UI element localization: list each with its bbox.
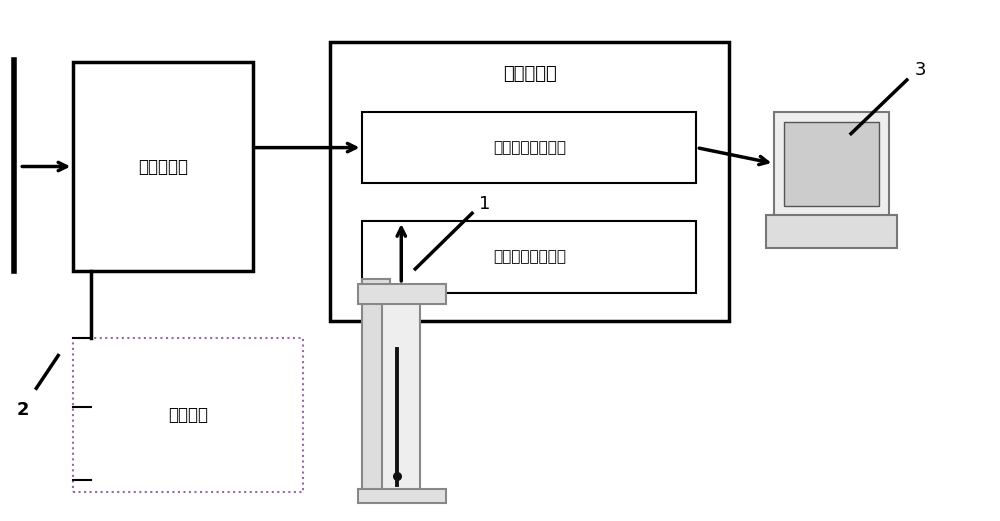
Text: 主轴驱动器: 主轴驱动器: [138, 157, 188, 176]
Bar: [362, 221, 696, 293]
Bar: [382, 285, 420, 492]
Bar: [362, 112, 696, 183]
Bar: [358, 284, 446, 304]
Bar: [784, 122, 879, 206]
Text: 模拟量信号采集卡: 模拟量信号采集卡: [493, 250, 566, 265]
Bar: [73, 62, 253, 271]
Bar: [362, 279, 390, 498]
Bar: [73, 338, 303, 492]
Text: 2: 2: [17, 401, 30, 419]
Text: 信号采集件: 信号采集件: [503, 65, 557, 83]
Text: 编码器信号采集卡: 编码器信号采集卡: [493, 140, 566, 155]
Bar: [330, 42, 729, 321]
Bar: [774, 112, 889, 216]
Text: 1: 1: [479, 195, 491, 213]
Bar: [358, 489, 446, 503]
Text: 3: 3: [915, 61, 927, 79]
Bar: [766, 215, 897, 248]
Text: 主轴系统: 主轴系统: [168, 406, 208, 424]
